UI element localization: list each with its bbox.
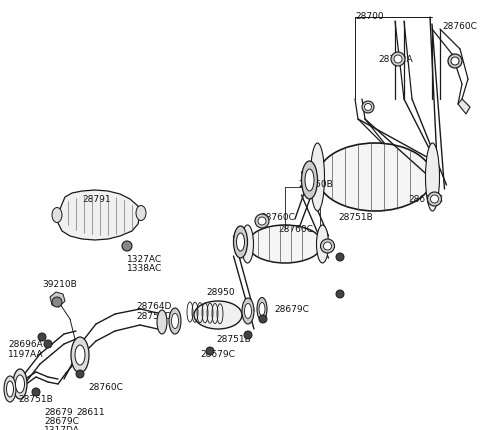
Ellipse shape — [248, 225, 323, 264]
Ellipse shape — [425, 144, 440, 212]
Text: 28679: 28679 — [44, 407, 72, 416]
Ellipse shape — [13, 369, 27, 399]
Text: 28791: 28791 — [82, 194, 110, 203]
Circle shape — [206, 347, 214, 355]
Circle shape — [32, 388, 40, 396]
Text: 28611: 28611 — [76, 407, 105, 416]
Ellipse shape — [241, 225, 253, 264]
Text: 28950: 28950 — [206, 287, 235, 296]
Text: 28764D: 28764D — [136, 301, 171, 310]
Ellipse shape — [52, 208, 62, 223]
Circle shape — [321, 240, 335, 253]
Text: 28679C: 28679C — [44, 416, 79, 425]
Ellipse shape — [233, 227, 248, 258]
Ellipse shape — [305, 169, 314, 191]
Polygon shape — [58, 190, 140, 240]
Text: 28751B: 28751B — [216, 334, 251, 343]
Text: 28760C: 28760C — [260, 212, 295, 221]
Text: 39210B: 39210B — [42, 280, 77, 289]
Text: 1327AC: 1327AC — [127, 255, 162, 264]
Ellipse shape — [237, 233, 244, 252]
Circle shape — [38, 333, 46, 341]
Ellipse shape — [171, 314, 179, 329]
Circle shape — [255, 215, 269, 228]
Text: 28751D: 28751D — [136, 311, 171, 320]
Ellipse shape — [15, 375, 24, 393]
Ellipse shape — [169, 308, 181, 334]
Text: 28760C: 28760C — [88, 382, 123, 391]
Ellipse shape — [301, 162, 317, 200]
Polygon shape — [50, 292, 65, 307]
Circle shape — [52, 297, 62, 307]
Circle shape — [259, 315, 267, 323]
Ellipse shape — [194, 301, 242, 329]
Ellipse shape — [317, 144, 432, 212]
Text: 28700: 28700 — [355, 12, 384, 21]
Text: 1338AC: 1338AC — [127, 264, 162, 272]
Text: 28679C: 28679C — [408, 194, 443, 203]
Ellipse shape — [136, 206, 146, 221]
Circle shape — [364, 104, 372, 111]
Circle shape — [258, 218, 266, 225]
Ellipse shape — [311, 144, 324, 212]
Circle shape — [448, 55, 462, 69]
Circle shape — [391, 53, 405, 67]
Ellipse shape — [244, 304, 252, 319]
Circle shape — [428, 193, 442, 206]
Circle shape — [451, 58, 459, 66]
Polygon shape — [458, 100, 470, 115]
Ellipse shape — [7, 381, 13, 397]
Text: 28760C: 28760C — [442, 22, 477, 31]
Ellipse shape — [242, 298, 254, 324]
Ellipse shape — [4, 376, 16, 402]
Circle shape — [336, 290, 344, 298]
Text: 28679C: 28679C — [200, 349, 235, 358]
Text: 28679C: 28679C — [274, 304, 309, 313]
Circle shape — [44, 340, 52, 348]
Text: 28751B: 28751B — [18, 394, 53, 403]
Text: 28760C: 28760C — [278, 224, 313, 233]
Circle shape — [76, 370, 84, 378]
Circle shape — [324, 243, 332, 250]
Text: 28696A: 28696A — [8, 339, 43, 348]
Ellipse shape — [259, 303, 265, 316]
Circle shape — [431, 196, 439, 203]
Text: 1317DA: 1317DA — [44, 425, 80, 430]
Ellipse shape — [316, 225, 328, 264]
Text: 28650B: 28650B — [298, 180, 333, 189]
Circle shape — [394, 56, 402, 64]
Circle shape — [362, 102, 374, 114]
Ellipse shape — [75, 345, 85, 365]
Circle shape — [336, 253, 344, 261]
Text: 28751B: 28751B — [338, 212, 373, 221]
Ellipse shape — [71, 337, 89, 373]
Text: 28762A: 28762A — [378, 55, 413, 64]
Ellipse shape — [257, 298, 267, 321]
Text: 1197AA: 1197AA — [8, 349, 44, 358]
Ellipse shape — [157, 310, 167, 334]
Circle shape — [244, 331, 252, 339]
Circle shape — [122, 241, 132, 252]
